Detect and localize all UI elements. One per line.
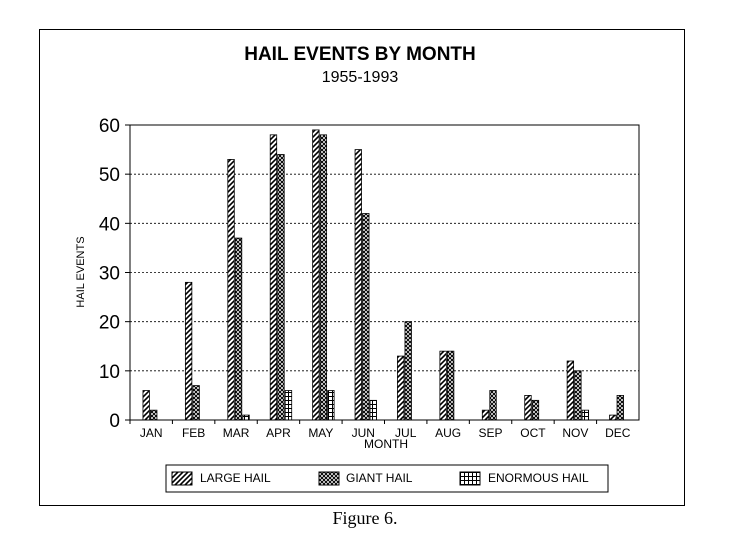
bar-large-hail-nov	[566, 360, 575, 421]
x-tick-label: SEP	[479, 426, 503, 440]
x-tick-label: MAR	[223, 426, 250, 440]
legend-label-giant-hail: GIANT HAIL	[346, 471, 413, 485]
bar-large-hail-mar	[227, 159, 235, 421]
y-tick-label: 50	[99, 165, 120, 186]
bar-large-hail-oct	[524, 395, 532, 421]
x-tick-labels: JAN FEB MAR APR MAY JUN JUL AUG SEP OCT NOV DEC	[129, 420, 631, 440]
bar-large-hail-jul	[397, 355, 405, 421]
figure-caption: Figure 6.	[332, 508, 398, 528]
y-tick-label: 60	[99, 116, 120, 137]
bar-large-hail-jan	[142, 390, 150, 421]
x-tick-label: APR	[266, 426, 291, 440]
gridlines	[130, 173, 639, 372]
bar-giant-hail-jan	[150, 409, 158, 421]
y-tick-label: 10	[99, 362, 120, 383]
bar-enormous-hail-apr	[284, 390, 293, 421]
bar-enormous-hail-nov	[581, 409, 590, 421]
y-tick-label: 0	[109, 411, 120, 432]
bar-large-hail-jun	[354, 149, 362, 421]
bar-giant-hail-feb	[192, 385, 200, 421]
x-tick-label: OCT	[520, 426, 546, 440]
x-tick-label: FEB	[182, 426, 205, 440]
bar-large-hail-sep	[481, 409, 490, 421]
x-tick-label: MAY	[308, 426, 333, 440]
bar-large-hail-feb	[184, 281, 193, 421]
y-tick-label: 20	[99, 313, 120, 334]
bar-giant-hail-dec	[616, 395, 624, 421]
y-tick-labels: 0 10 20 30 40 50 60	[99, 116, 130, 432]
bar-giant-hail-oct	[531, 399, 540, 421]
plot-area-border	[129, 124, 640, 421]
legend-swatch-enormous-hail	[459, 471, 481, 486]
x-tick-label: NOV	[562, 426, 588, 440]
bar-large-hail-dec	[609, 414, 617, 421]
bar-giant-hail-nov	[574, 370, 582, 421]
bar-giant-hail-jun	[362, 213, 370, 421]
x-tick-label: JUN	[352, 426, 375, 440]
bar-enormous-hail-jun	[369, 399, 377, 421]
bar-giant-hail-aug	[446, 350, 455, 421]
legend-box	[165, 464, 609, 493]
x-tick-label: DEC	[605, 426, 631, 440]
chart-title: HAIL EVENTS BY MONTH	[244, 44, 476, 65]
x-tick-label: JUL	[395, 426, 417, 440]
chart-subtitle: 1955-1993	[322, 69, 399, 86]
x-axis-label: MONTH	[364, 437, 408, 451]
legend-label-large-hail: LARGE HAIL	[200, 471, 271, 485]
bar-large-hail-may	[312, 129, 320, 421]
legend-label-enormous-hail: ENORMOUS HAIL	[488, 471, 589, 485]
bar-large-hail-aug	[439, 350, 447, 421]
legend-swatch-large-hail	[171, 471, 193, 486]
y-axis-label: HAIL EVENTS	[75, 236, 87, 307]
bar-giant-hail-sep	[489, 390, 497, 421]
bars	[142, 129, 624, 421]
x-tick-label: AUG	[435, 426, 461, 440]
bar-giant-hail-may	[319, 134, 328, 421]
bar-enormous-hail-may	[327, 390, 335, 421]
y-tick-label: 30	[99, 264, 120, 285]
bar-enormous-hail-mar	[242, 414, 250, 421]
x-tick-label: JAN	[140, 426, 163, 440]
y-tick-label: 40	[99, 214, 120, 235]
chart-frame	[39, 29, 685, 506]
bar-giant-hail-apr	[277, 154, 285, 421]
bar-giant-hail-jul	[404, 321, 412, 421]
bar-large-hail-apr	[269, 134, 278, 421]
bar-giant-hail-mar	[234, 237, 243, 421]
legend-swatch-giant-hail	[318, 471, 340, 486]
